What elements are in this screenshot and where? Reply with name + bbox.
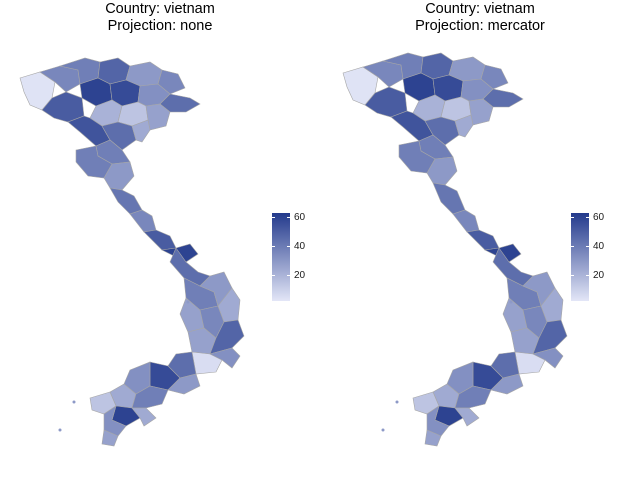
province-region xyxy=(209,347,241,369)
island-region xyxy=(395,400,399,404)
legend-label-60: 60 xyxy=(593,212,605,223)
province-region xyxy=(454,114,474,138)
province-region xyxy=(217,287,241,323)
province-region xyxy=(109,187,143,215)
legend-label-40: 40 xyxy=(593,241,605,252)
island-region xyxy=(72,400,76,404)
province-region xyxy=(143,229,177,251)
province-region xyxy=(466,229,500,251)
panel-projection-none: Country: vietnam Projection: none 20 40 … xyxy=(5,1,315,447)
province-region xyxy=(129,209,157,233)
island-region xyxy=(381,428,385,432)
province-region xyxy=(532,347,564,369)
island-region xyxy=(186,300,190,304)
island-region xyxy=(58,428,62,432)
province-region xyxy=(432,182,466,215)
panel-projection-mercator: Country: vietnam Projection: mercator 20… xyxy=(320,0,640,480)
country-title: Country: vietnam xyxy=(425,1,535,17)
vietnam-map-none xyxy=(19,57,245,447)
province-region xyxy=(540,287,564,323)
island-region xyxy=(509,300,513,304)
projection-title: Projection: none xyxy=(107,18,213,34)
province-region xyxy=(131,119,151,143)
vietnam-map-mercator xyxy=(342,52,568,447)
legend-colorbar xyxy=(272,213,290,301)
legend-label-40: 40 xyxy=(294,241,306,252)
legend-label-20: 20 xyxy=(294,270,306,281)
province-region xyxy=(452,209,480,233)
province-region xyxy=(157,69,186,95)
province-region xyxy=(480,64,509,90)
province-region xyxy=(131,407,157,427)
country-title: Country: vietnam xyxy=(105,1,215,17)
legend-colorbar xyxy=(571,213,589,301)
legend-label-20: 20 xyxy=(593,270,605,281)
legend-label-60: 60 xyxy=(294,212,306,223)
projection-title: Projection: mercator xyxy=(415,18,545,34)
province-region xyxy=(454,407,480,427)
province-region xyxy=(424,429,442,447)
province-region xyxy=(167,373,201,395)
province-region xyxy=(101,429,119,447)
province-region xyxy=(490,373,524,395)
panel-title: Country: vietnam Projection: none xyxy=(5,1,315,35)
panel-title: Country: vietnam Projection: mercator xyxy=(325,1,635,35)
